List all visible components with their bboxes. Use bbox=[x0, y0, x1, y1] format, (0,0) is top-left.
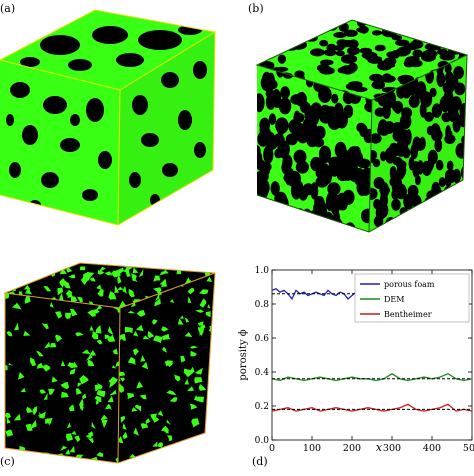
panel-label-c: (c) bbox=[0, 455, 15, 468]
foam-cube-render bbox=[0, 9, 217, 226]
x-tick-label: 500 bbox=[463, 443, 474, 454]
x-tick-label: 0 bbox=[269, 443, 275, 454]
panel-label-d: (d) bbox=[252, 455, 268, 468]
y-tick-label: 0.8 bbox=[255, 300, 270, 310]
y-tick-label: 0.4 bbox=[255, 368, 270, 378]
dem-cube-render bbox=[255, 19, 469, 233]
y-tick-label: 0.0 bbox=[255, 436, 270, 446]
bentheimer-cube-render bbox=[3, 262, 216, 464]
sand-grains bbox=[5, 293, 120, 463]
cube-side-face bbox=[118, 32, 215, 225]
porosity-chart: 0 100 200 300 400 500 0.0 0.2 0.4 0.6 0.8 1.0 x por… bbox=[238, 266, 474, 454]
legend-entry: porous foam bbox=[384, 280, 435, 289]
legend: porous foam DEM Bentheimer bbox=[354, 273, 470, 323]
legend-entry: DEM bbox=[384, 295, 404, 304]
panel-label-b: (b) bbox=[248, 2, 264, 15]
x-tick-label: 300 bbox=[383, 443, 401, 454]
cube-top-face bbox=[0, 10, 215, 90]
x-tick-label: 100 bbox=[303, 443, 321, 454]
x-axis-label: x bbox=[376, 441, 383, 454]
y-tick-label: 0.6 bbox=[255, 334, 270, 344]
cube-front-face bbox=[5, 293, 120, 463]
panel-label-a: (a) bbox=[0, 2, 16, 15]
x-tick-label: 200 bbox=[343, 443, 361, 454]
x-tick-label: 400 bbox=[423, 443, 441, 454]
y-axis-label: porosity ϕ bbox=[238, 329, 249, 380]
legend-entry: Bentheimer bbox=[384, 310, 432, 319]
y-tick-label: 1.0 bbox=[255, 266, 270, 276]
series-line-DEM bbox=[271, 372, 473, 382]
cube-side-face bbox=[118, 273, 215, 463]
series-line-Bentheimer bbox=[271, 403, 473, 412]
y-tick-label: 0.2 bbox=[255, 402, 269, 412]
